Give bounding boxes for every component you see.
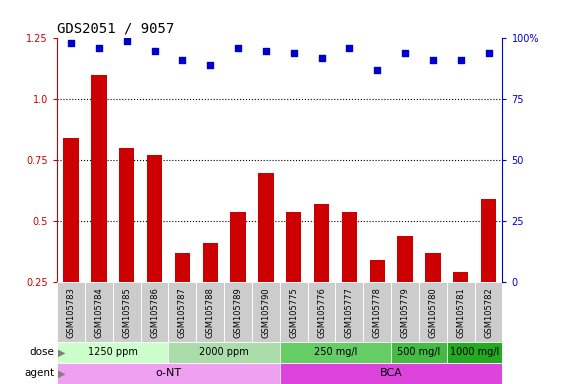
Bar: [252, 282, 280, 342]
Text: 250 mg/l: 250 mg/l: [314, 347, 357, 358]
Text: BCA: BCA: [380, 368, 403, 379]
Text: GSM105783: GSM105783: [66, 287, 75, 338]
Bar: [63, 138, 79, 282]
Point: [206, 62, 215, 68]
Bar: [57, 342, 168, 363]
Bar: [425, 253, 441, 282]
Point: [150, 48, 159, 54]
Bar: [308, 282, 336, 342]
Bar: [447, 282, 475, 342]
Text: 1000 mg/l: 1000 mg/l: [450, 347, 499, 358]
Point: [262, 48, 271, 54]
Text: GSM105780: GSM105780: [428, 287, 437, 338]
Point: [94, 45, 103, 51]
Bar: [286, 212, 301, 282]
Text: GSM105776: GSM105776: [317, 287, 326, 338]
Point: [234, 45, 243, 51]
Point: [400, 50, 409, 56]
Text: GSM105785: GSM105785: [122, 287, 131, 338]
Text: o-NT: o-NT: [155, 368, 182, 379]
Bar: [112, 282, 140, 342]
Bar: [397, 236, 413, 282]
Bar: [258, 172, 274, 282]
Point: [317, 55, 326, 61]
Point: [456, 57, 465, 63]
Bar: [341, 212, 357, 282]
Point: [66, 40, 75, 46]
Text: GSM105779: GSM105779: [400, 287, 409, 338]
Text: 1250 ppm: 1250 ppm: [88, 347, 138, 358]
Point: [373, 67, 382, 73]
Text: agent: agent: [24, 368, 54, 379]
Bar: [119, 148, 134, 282]
Text: GSM105789: GSM105789: [234, 287, 243, 338]
Bar: [168, 342, 280, 363]
Text: GSM105777: GSM105777: [345, 287, 354, 338]
Point: [345, 45, 354, 51]
Bar: [481, 199, 496, 282]
Bar: [91, 75, 107, 282]
Text: ▶: ▶: [58, 347, 66, 358]
Text: GSM105790: GSM105790: [262, 287, 271, 338]
Bar: [280, 342, 391, 363]
Text: GSM105784: GSM105784: [94, 287, 103, 338]
Text: GSM105788: GSM105788: [206, 287, 215, 338]
Bar: [447, 342, 502, 363]
Bar: [280, 363, 502, 384]
Bar: [224, 282, 252, 342]
Bar: [419, 282, 447, 342]
Bar: [85, 282, 113, 342]
Text: 2000 ppm: 2000 ppm: [199, 347, 249, 358]
Text: GSM105787: GSM105787: [178, 287, 187, 338]
Bar: [369, 260, 385, 282]
Point: [484, 50, 493, 56]
Bar: [230, 212, 246, 282]
Bar: [363, 282, 391, 342]
Bar: [140, 282, 168, 342]
Bar: [57, 363, 280, 384]
Text: GSM105782: GSM105782: [484, 287, 493, 338]
Bar: [168, 282, 196, 342]
Text: GDS2051 / 9057: GDS2051 / 9057: [57, 22, 174, 36]
Text: 500 mg/l: 500 mg/l: [397, 347, 441, 358]
Bar: [335, 282, 363, 342]
Bar: [57, 282, 85, 342]
Text: GSM105775: GSM105775: [289, 287, 298, 338]
Bar: [280, 282, 308, 342]
Point: [289, 50, 298, 56]
Text: dose: dose: [29, 347, 54, 358]
Bar: [391, 342, 447, 363]
Bar: [147, 156, 162, 282]
Text: GSM105786: GSM105786: [150, 287, 159, 338]
Text: GSM105781: GSM105781: [456, 287, 465, 338]
Text: GSM105778: GSM105778: [373, 287, 382, 338]
Bar: [203, 243, 218, 282]
Bar: [175, 253, 190, 282]
Bar: [314, 204, 329, 282]
Bar: [475, 282, 502, 342]
Bar: [196, 282, 224, 342]
Text: ▶: ▶: [58, 368, 66, 379]
Point: [428, 57, 437, 63]
Point: [122, 38, 131, 44]
Bar: [391, 282, 419, 342]
Point: [178, 57, 187, 63]
Bar: [453, 273, 468, 282]
